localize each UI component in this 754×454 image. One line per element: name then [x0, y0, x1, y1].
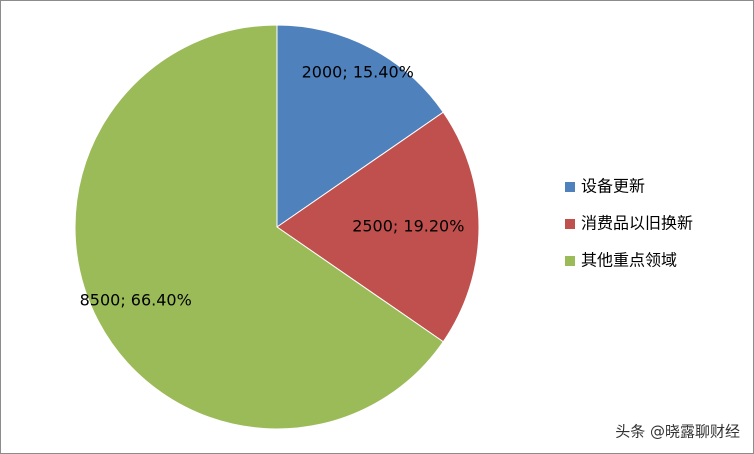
legend-swatch	[565, 256, 575, 266]
pie-slice	[276, 24, 444, 228]
data-label: 2000; 15.40%	[302, 63, 414, 82]
pie-slice	[276, 111, 480, 343]
legend-label: 消费品以旧换新	[581, 214, 693, 233]
legend-label: 设备更新	[581, 177, 645, 196]
pie-slice	[74, 24, 444, 430]
legend-swatch	[565, 219, 575, 229]
data-label: 2500; 19.20%	[352, 217, 464, 236]
legend-label: 其他重点领域	[581, 251, 677, 270]
data-label: 8500; 66.40%	[80, 291, 192, 310]
watermark: 头条 @晓露聊财经	[615, 423, 740, 441]
legend-swatch	[565, 182, 575, 192]
